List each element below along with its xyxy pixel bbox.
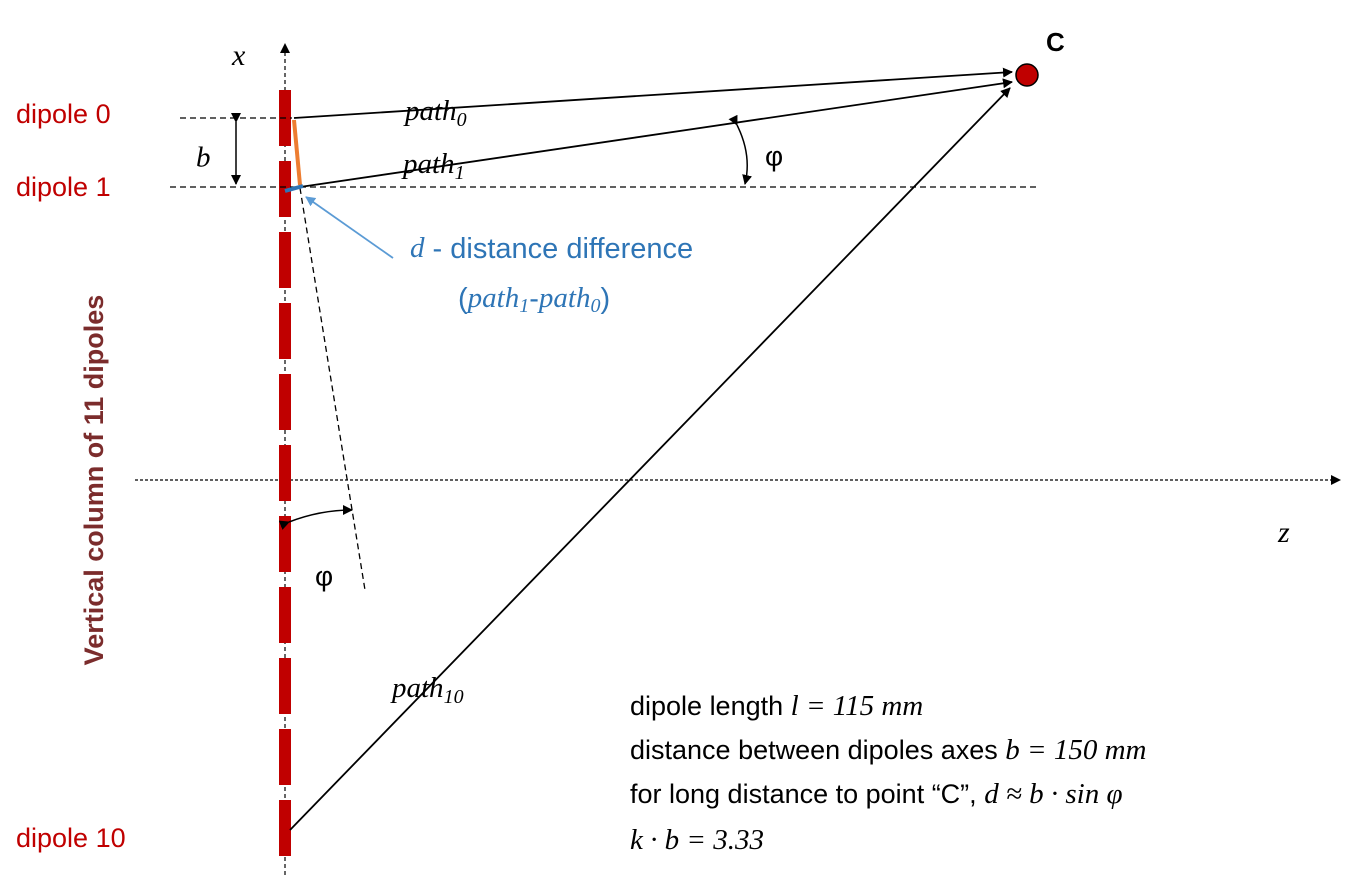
note-math: l = 115 mm	[791, 690, 924, 722]
path-base: path	[403, 95, 457, 127]
path-label: path0	[403, 95, 467, 131]
x-axis-label: x	[231, 39, 246, 72]
dipole-label: dipole 1	[16, 172, 111, 202]
path-label: path1	[401, 148, 465, 184]
spacing-label: b	[196, 142, 211, 174]
paren: (	[458, 283, 468, 315]
offset-segment	[292, 119, 302, 186]
difference-formula: (path1-path0)	[458, 282, 610, 317]
dipole	[279, 587, 291, 643]
path0-line	[293, 67, 1013, 119]
note: for long distance to point “C”, d ≈ b · …	[630, 778, 1123, 810]
path-base: path	[401, 148, 455, 180]
paren: )	[600, 283, 610, 315]
path-sub: 1	[455, 162, 465, 184]
dipole	[279, 800, 291, 856]
note-text: dipole length	[630, 691, 791, 721]
d-segment	[284, 184, 304, 193]
note-math: b = 150 mm	[1005, 734, 1146, 766]
dipole	[279, 374, 291, 430]
path-label: path10	[390, 672, 464, 708]
difference-label: d - distance difference	[410, 232, 693, 265]
difference-text: - distance difference	[425, 233, 694, 265]
angle-label: φ	[315, 560, 333, 591]
path-sub: 10	[444, 686, 464, 708]
point-label: C	[1046, 27, 1065, 57]
dipole-label: dipole 10	[16, 823, 126, 853]
dipole-column	[279, 90, 291, 856]
angle-arc	[278, 505, 353, 530]
d-symbol: d	[410, 232, 425, 264]
note: dipole length l = 115 mm	[630, 690, 923, 722]
dipole	[279, 729, 291, 785]
dipole	[279, 658, 291, 714]
d-pointer	[305, 196, 394, 259]
path10-line	[289, 87, 1011, 831]
path-sub: 0	[590, 295, 600, 317]
angle-label: φ	[765, 140, 783, 171]
path-sub: 1	[519, 295, 529, 317]
angle-arc	[728, 114, 752, 185]
dipole	[279, 516, 291, 572]
dipole	[279, 445, 291, 501]
dipole	[279, 232, 291, 288]
note-text: distance between dipoles axes	[630, 735, 1005, 765]
z-axis-label: z	[1277, 516, 1290, 549]
path-base: path	[466, 282, 520, 314]
path-sub: 0	[457, 109, 467, 131]
path-base: path	[390, 672, 444, 704]
note: k · b = 3.33	[630, 824, 764, 856]
perpendicular-line	[299, 187, 366, 591]
column-label: Vertical column of 11 dipoles	[79, 295, 109, 666]
point-c	[1015, 63, 1039, 87]
note-math: d ≈ b · sin φ	[984, 778, 1122, 810]
dipole	[279, 303, 291, 359]
note-text: for long distance to point “C”,	[630, 779, 984, 809]
note: distance between dipoles axes b = 150 mm	[630, 734, 1146, 766]
path1-line	[299, 78, 1013, 188]
dipole-label: dipole 0	[16, 99, 111, 129]
note-math: k · b = 3.33	[630, 824, 764, 856]
minus: -	[529, 283, 539, 315]
path-base: path	[537, 282, 591, 314]
